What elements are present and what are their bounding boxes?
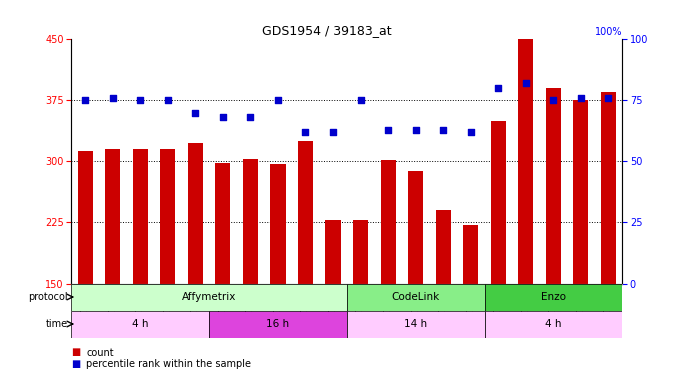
Bar	[601, 92, 616, 284]
Point	[328, 129, 339, 135]
Bar	[347, 310, 485, 338]
Point	[548, 98, 559, 104]
Text: Enzo: Enzo	[541, 292, 566, 302]
Text: count: count	[86, 348, 114, 357]
Bar	[353, 220, 368, 284]
Bar	[71, 310, 209, 338]
Bar	[518, 39, 533, 284]
Text: 14 h: 14 h	[404, 319, 427, 329]
Point	[163, 98, 173, 104]
Bar	[209, 310, 347, 338]
Bar	[485, 284, 622, 310]
Point	[218, 114, 228, 120]
Bar	[78, 151, 92, 284]
Bar	[573, 100, 588, 284]
Point	[135, 98, 146, 104]
Bar	[133, 149, 148, 284]
Bar	[347, 284, 485, 310]
Text: 4 h: 4 h	[132, 319, 148, 329]
Bar	[188, 143, 203, 284]
Point	[300, 129, 311, 135]
Text: Affymetrix: Affymetrix	[182, 292, 236, 302]
Bar	[436, 210, 451, 284]
Bar	[546, 88, 561, 284]
Bar	[381, 160, 396, 284]
Text: GDS1954 / 39183_at: GDS1954 / 39183_at	[262, 24, 391, 38]
Point	[465, 129, 476, 135]
Bar	[105, 149, 120, 284]
Point	[520, 80, 531, 86]
Bar	[408, 171, 423, 284]
Bar	[298, 141, 313, 284]
Bar	[485, 310, 622, 338]
Point	[273, 98, 284, 104]
Bar	[271, 164, 286, 284]
Text: 100%: 100%	[595, 27, 622, 37]
Bar	[326, 220, 341, 284]
Point	[107, 95, 118, 101]
Point	[355, 98, 366, 104]
Point	[190, 110, 201, 116]
Point	[245, 114, 256, 120]
Text: protocol: protocol	[29, 292, 68, 302]
Text: percentile rank within the sample: percentile rank within the sample	[86, 359, 252, 369]
Point	[410, 127, 421, 133]
Bar	[71, 284, 347, 310]
Bar	[243, 159, 258, 284]
Text: 16 h: 16 h	[267, 319, 290, 329]
Bar	[491, 121, 506, 284]
Text: CodeLink: CodeLink	[392, 292, 440, 302]
Text: time: time	[46, 319, 68, 329]
Point	[603, 95, 614, 101]
Point	[80, 98, 90, 104]
Bar	[160, 149, 175, 284]
Text: ■: ■	[71, 348, 81, 357]
Point	[383, 127, 394, 133]
Bar	[463, 225, 478, 284]
Text: 4 h: 4 h	[545, 319, 562, 329]
Point	[575, 95, 586, 101]
Point	[438, 127, 449, 133]
Bar	[216, 163, 231, 284]
Point	[493, 85, 504, 91]
Text: ■: ■	[71, 359, 81, 369]
